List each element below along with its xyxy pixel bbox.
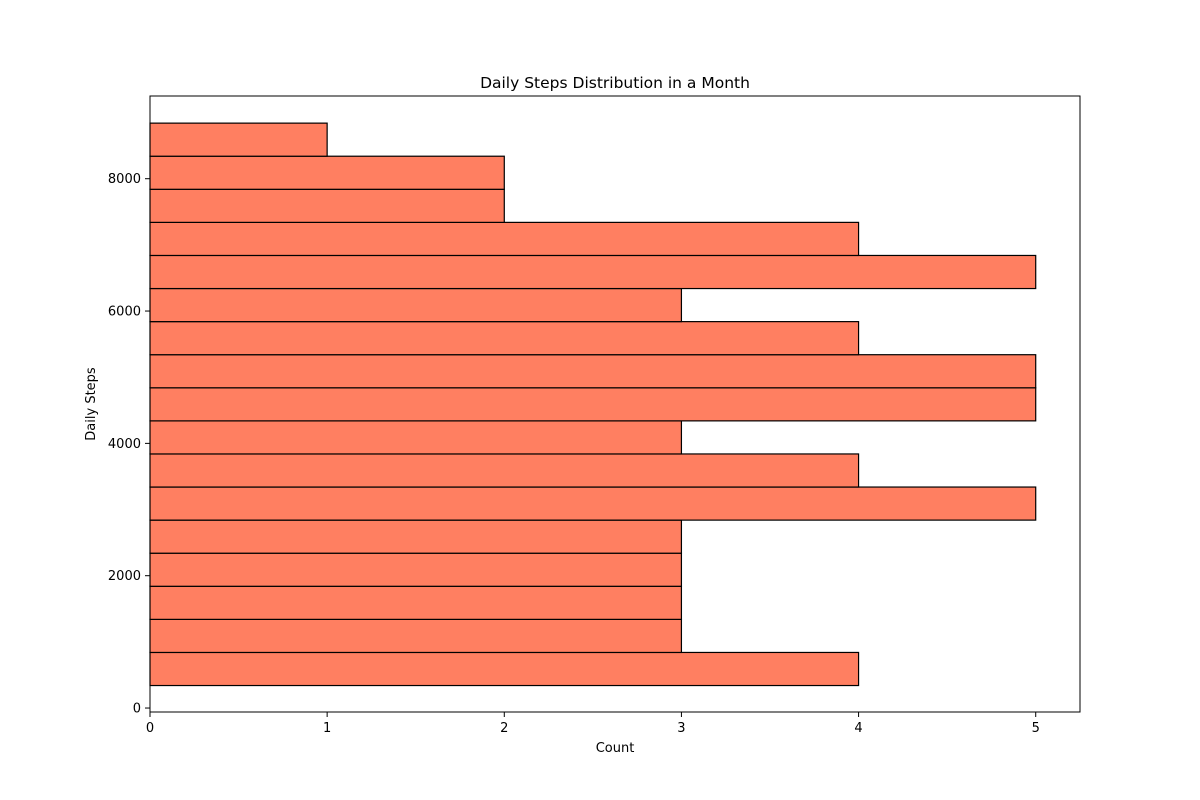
x-tick-label: 5 [1032, 721, 1040, 736]
histogram-bar [149, 188, 505, 223]
bars-group [149, 122, 1037, 687]
x-axis-label: Count [596, 741, 635, 756]
x-tick-label: 2 [500, 721, 508, 736]
histogram-bar [149, 486, 1037, 521]
y-tick-label: 0 [133, 702, 141, 717]
plot-frame [149, 95, 1081, 713]
histogram-bar [149, 254, 1037, 290]
y-tick-label: 8000 [108, 172, 141, 187]
histogram-bar [149, 552, 683, 587]
x-tick-label: 0 [146, 721, 154, 736]
histogram-bar [149, 618, 683, 654]
histogram-bar [149, 519, 683, 554]
histogram-bar [149, 354, 1037, 389]
x-tick-label: 3 [677, 721, 685, 736]
y-axis-ticks: 0 2000 4000 6000 8000 [108, 172, 150, 717]
histogram-bar [149, 221, 860, 257]
x-axis-ticks: 0 1 2 3 4 5 [146, 712, 1040, 736]
histogram-bar [149, 651, 860, 687]
x-tick-label: 1 [323, 721, 331, 736]
histogram-bar [149, 585, 683, 620]
histogram-bar [149, 387, 1037, 422]
histogram-bar [149, 287, 683, 323]
y-axis-label: Daily Steps [84, 367, 99, 441]
x-tick-label: 4 [854, 721, 862, 736]
histogram-bar [149, 321, 860, 356]
histogram-bar [149, 122, 328, 157]
histogram-bar [149, 155, 505, 190]
chart-title: Daily Steps Distribution in a Month [480, 74, 750, 92]
histogram-bar [149, 453, 860, 488]
y-tick-label: 6000 [108, 305, 141, 320]
histogram-bar [149, 420, 683, 455]
y-tick-label: 4000 [108, 437, 141, 452]
y-tick-label: 2000 [108, 569, 141, 584]
